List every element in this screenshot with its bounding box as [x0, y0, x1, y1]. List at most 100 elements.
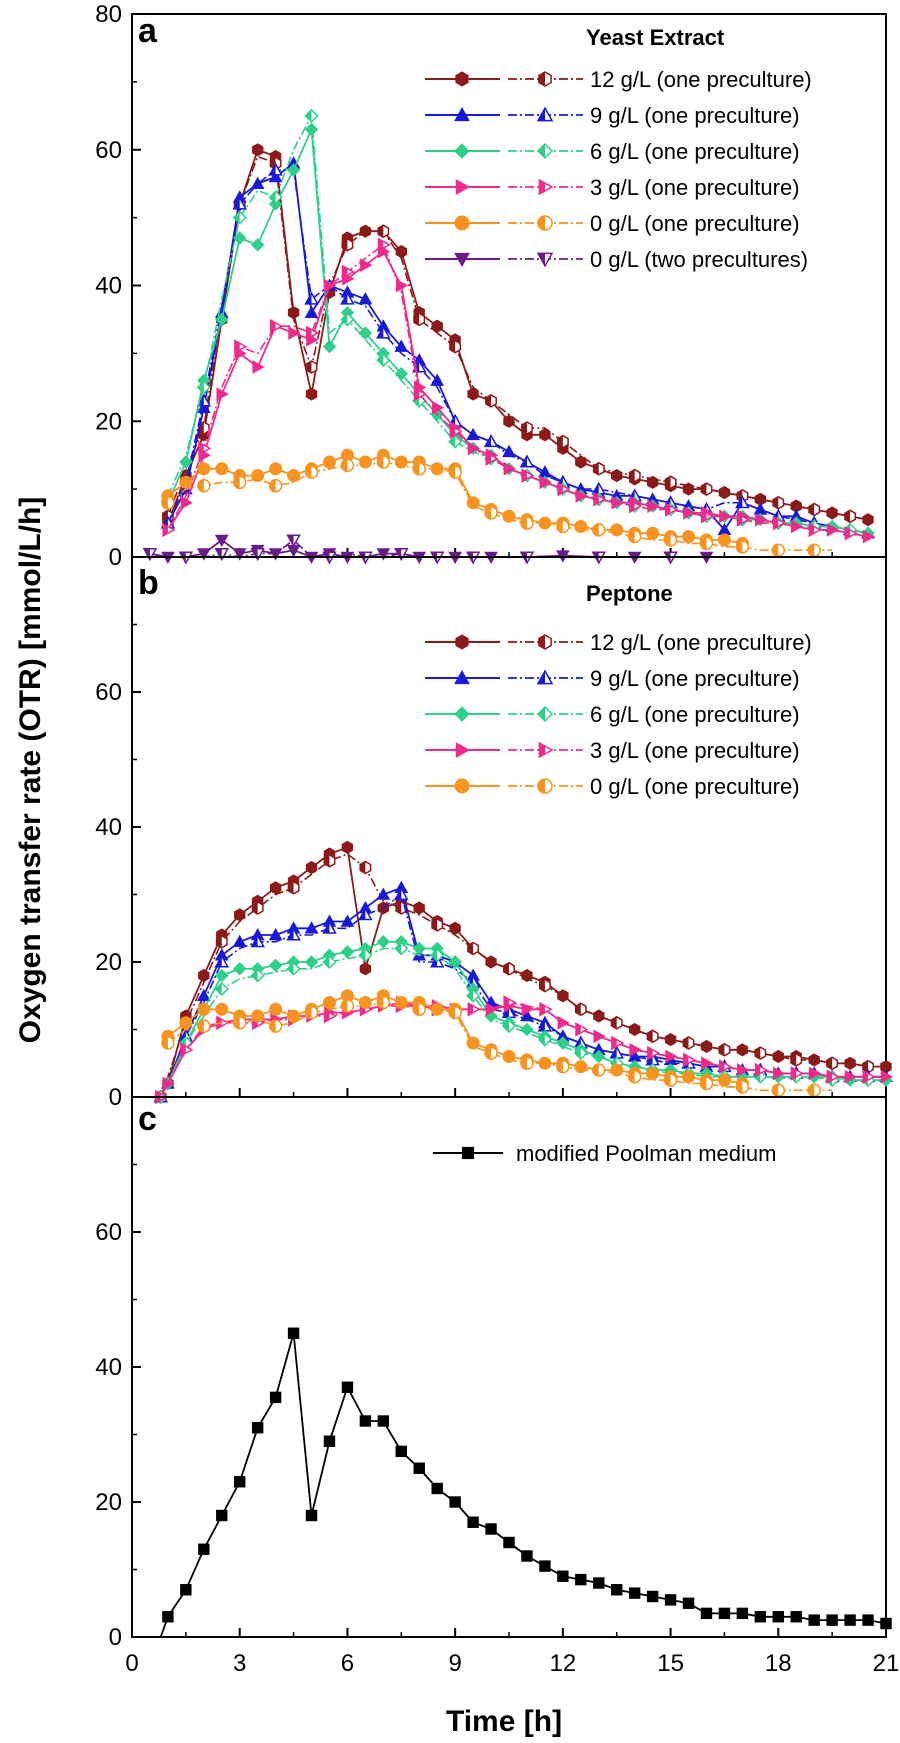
- panel-b-series-0-point-open-fill: [791, 1053, 797, 1066]
- panel-b-series-4-point: [394, 996, 408, 1009]
- panel-c-series-0-point: [198, 1543, 210, 1555]
- panel-b-series-4-point-open-fill: [485, 1047, 492, 1060]
- panel-b-series-0-point: [700, 1039, 713, 1053]
- panel-a-series-3-point-open-fill: [737, 513, 743, 526]
- panel-c-series-0-point: [557, 1570, 569, 1582]
- panel-b-series-4-point: [646, 1066, 660, 1080]
- panel-c-series-0-point: [628, 1587, 641, 1599]
- panel-b-series-0-point: [413, 901, 425, 915]
- panel-a-series-3-point: [790, 519, 804, 534]
- panel-c-series-0-point: [754, 1611, 767, 1623]
- panel-b-series-2-point: [340, 945, 355, 959]
- panel-a-series-0-point: [287, 306, 300, 320]
- panel-a-series-3-point-open-fill: [522, 469, 527, 482]
- panel-a-series-0-point: [252, 143, 264, 157]
- panel-a-series-3-point-open-fill: [234, 340, 240, 353]
- panel-a-series-3-point: [683, 506, 696, 520]
- panel-b-series-2-point-open-fill: [503, 1020, 509, 1033]
- panel-c-series-0-point: [503, 1536, 515, 1549]
- legend-solid-marker: [454, 106, 470, 122]
- panel-a-series-3-point-open-fill: [558, 483, 563, 496]
- legend-solid-marker: [455, 742, 471, 758]
- panel-a-series-4-point-open-fill: [305, 466, 312, 479]
- panel-b-series-4-point-open-fill: [197, 1020, 204, 1033]
- panel-b-series-2-point: [556, 1036, 570, 1050]
- panel-b-series-3-point: [162, 1076, 175, 1091]
- legend-solid-marker: [455, 634, 469, 650]
- panel-a-series-4-point-open-fill: [233, 476, 240, 489]
- panel-b-series-3-point: [808, 1066, 822, 1081]
- panel-a-series-4-point-open-fill: [520, 517, 527, 530]
- legend-open-marker-fill: [538, 671, 545, 684]
- panel-a-series-3-point: [611, 495, 624, 510]
- panel-a-series-3-point: [252, 360, 265, 374]
- legend-open-marker-fill: [538, 144, 545, 158]
- panel-a-series-4-point: [287, 469, 301, 483]
- panel-b-series-1-point-open-fill: [359, 908, 366, 920]
- panel-a-ytick-label: 60: [95, 137, 122, 164]
- panel-a-series-0-point-open-fill: [629, 469, 635, 482]
- legend-solid-marker: [461, 1146, 475, 1160]
- panel-b-series-4-point: [358, 996, 372, 1009]
- legend-open-marker-fill: [539, 180, 545, 194]
- legend-open-marker-fill: [538, 72, 545, 86]
- panel-a-series-4-point: [502, 509, 516, 523]
- panel-b-series-0-point-open-fill: [396, 902, 402, 914]
- legend-label: 9 g/L (one preculture): [590, 666, 800, 691]
- panel-a-series-4-point-open-fill: [161, 496, 168, 509]
- panel-a-series-4-point: [394, 455, 408, 469]
- panel-c-series-0-point: [575, 1573, 587, 1586]
- panel-a-series-1-point-open-fill: [197, 394, 204, 406]
- panel-c-series-0-point: [700, 1607, 713, 1620]
- panel-a-ytick-label: 80: [95, 1, 122, 28]
- panel-a-series-4-point: [646, 526, 660, 540]
- panel-c-series-0-point: [251, 1422, 264, 1434]
- panel-a-series-3-point: [575, 489, 588, 503]
- panel-b-series-3-point: [737, 1063, 750, 1077]
- panel-b-series-4-point: [466, 1036, 480, 1050]
- legend-solid-marker: [455, 179, 471, 195]
- panel-a-series-1-point: [304, 305, 319, 318]
- panel-a-ytick-label: 40: [95, 273, 122, 300]
- panel-a-series-0-point: [862, 513, 874, 527]
- panel-c-series-0-point: [359, 1415, 372, 1427]
- panel-a-series-2-point: [250, 238, 265, 252]
- panel-b-series-2-point: [304, 955, 319, 969]
- panel-b-series-4-point-open-fill: [808, 1084, 815, 1097]
- panel-a-series-3-point: [360, 258, 373, 272]
- panel-b-series-3-point-open-fill: [863, 1070, 869, 1083]
- panel-a-series-0-point: [431, 319, 443, 333]
- panel-c-ytick-label: 60: [95, 1219, 122, 1246]
- panel-c-series-0-point: [880, 1617, 892, 1630]
- panel-b-legend-item-2: 6 g/L (one preculture): [425, 702, 800, 727]
- panel-a-yeast-extract: a Yeast Extract 0 20 40 60 80 12 g/L (one pre…: [95, 1, 887, 571]
- panel-b-series-4-point-open-fill: [341, 999, 348, 1012]
- panel-b-series-3-point-open-fill: [611, 1037, 617, 1049]
- legend-open-marker-fill: [538, 253, 545, 266]
- panel-a-series-2-point: [233, 231, 247, 245]
- panel-b-series-4-point: [610, 1063, 624, 1077]
- panel-a-series-1-point-open-fill: [485, 435, 492, 447]
- panel-a-series-2-point: [304, 122, 319, 137]
- panel-a-series-1-point: [358, 292, 373, 305]
- panel-a-series-4: [161, 448, 833, 557]
- legend-open-marker-fill: [538, 216, 545, 230]
- panel-b-series-3-point: [772, 1066, 786, 1081]
- panel-a-series-4-point-open-fill: [449, 466, 456, 479]
- panel-b-series-0-point-open-fill: [611, 1016, 617, 1029]
- panel-b-series-4-point-open-fill: [592, 1064, 599, 1076]
- panel-a-series-4-point: [574, 519, 588, 533]
- panel-a-letter: a: [138, 12, 158, 50]
- panel-b-series-4-point-open-fill: [449, 1006, 456, 1019]
- x-tick-label: 6: [341, 1650, 354, 1677]
- panel-a-series-3-point-open-fill: [809, 523, 815, 536]
- panel-b-series-2-dashed-line: [159, 947, 886, 1098]
- panel-a-series-1-point-open-fill: [269, 164, 276, 175]
- x-tick-label: 12: [550, 1650, 577, 1677]
- panel-b-series-3-point-open-fill: [540, 1003, 545, 1016]
- panel-b-series-4-point-open-fill: [700, 1077, 707, 1090]
- panel-b-series-4-point: [251, 1009, 265, 1023]
- panel-a-series-5-point: [196, 548, 211, 561]
- panel-b-series-3-point: [701, 1056, 714, 1071]
- panel-b-series-0-point: [198, 968, 210, 983]
